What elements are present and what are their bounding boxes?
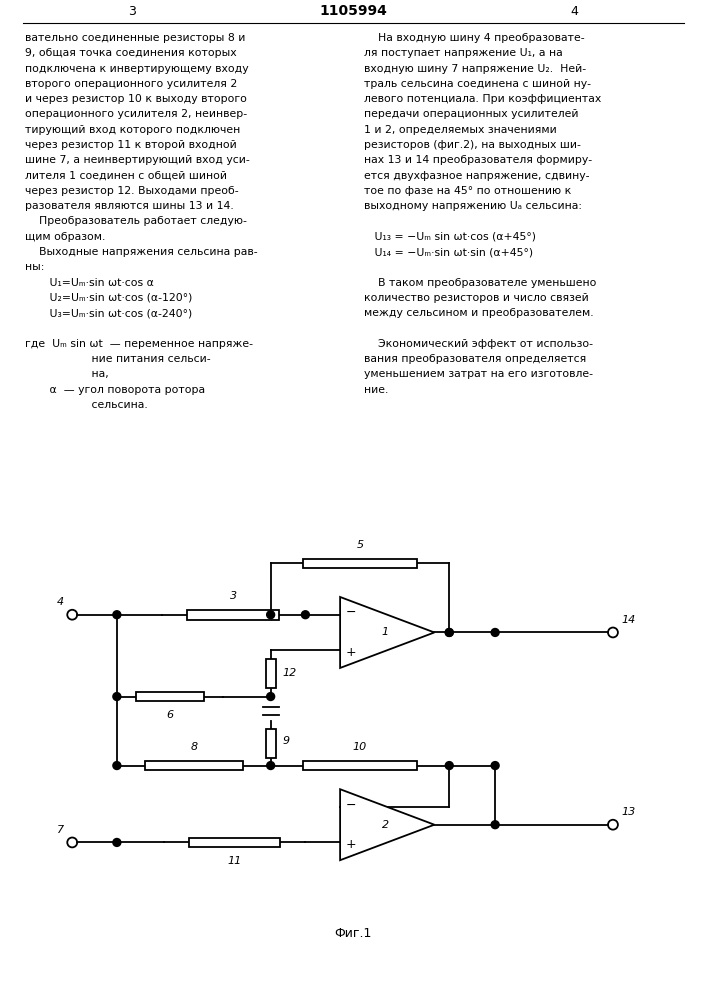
Text: второго операционного усилителя 2: второго операционного усилителя 2 bbox=[25, 79, 237, 89]
Text: U₁₄ = −Uₘ·sin ωt·sin (α+45°): U₁₄ = −Uₘ·sin ωt·sin (α+45°) bbox=[364, 247, 533, 257]
Text: вания преобразователя определяется: вания преобразователя определяется bbox=[364, 354, 586, 364]
Text: 4: 4 bbox=[571, 5, 578, 18]
Circle shape bbox=[267, 693, 274, 700]
Text: +: + bbox=[346, 646, 357, 659]
Text: траль сельсина соединена с шиной ну-: траль сельсина соединена с шиной ну- bbox=[364, 79, 591, 89]
Text: Экономический эффект от использо-: Экономический эффект от использо- bbox=[364, 339, 593, 349]
Circle shape bbox=[445, 629, 453, 636]
Text: 1 и 2, определяемых значениями: 1 и 2, определяемых значениями bbox=[364, 125, 556, 135]
Text: сельсина.: сельсина. bbox=[25, 400, 147, 410]
Circle shape bbox=[113, 611, 121, 619]
Text: 11: 11 bbox=[228, 856, 242, 866]
Circle shape bbox=[301, 611, 310, 619]
Text: где  Uₘ sin ωt  — переменное напряже-: где Uₘ sin ωt — переменное напряже- bbox=[25, 339, 252, 349]
Circle shape bbox=[267, 611, 274, 619]
Text: операционного усилителя 2, неинвер-: операционного усилителя 2, неинвер- bbox=[25, 109, 247, 119]
FancyBboxPatch shape bbox=[189, 838, 280, 847]
Text: подключена к инвертирующему входу: подключена к инвертирующему входу bbox=[25, 64, 248, 74]
Text: и через резистор 10 к выходу второго: и через резистор 10 к выходу второго bbox=[25, 94, 247, 104]
Text: α  — угол поворота ротора: α — угол поворота ротора bbox=[25, 385, 205, 395]
Text: Фиг.1: Фиг.1 bbox=[334, 927, 372, 940]
Circle shape bbox=[113, 839, 121, 846]
Text: ние питания сельси-: ние питания сельси- bbox=[25, 354, 210, 364]
Text: щим образом.: щим образом. bbox=[25, 232, 105, 242]
Text: 3: 3 bbox=[230, 591, 237, 601]
FancyBboxPatch shape bbox=[303, 761, 417, 770]
Text: разователя являются шины 13 и 14.: разователя являются шины 13 и 14. bbox=[25, 201, 233, 211]
Text: 7: 7 bbox=[57, 825, 64, 835]
Text: +: + bbox=[346, 838, 357, 851]
Text: лителя 1 соединен с общей шиной: лителя 1 соединен с общей шиной bbox=[25, 171, 227, 181]
Text: 9, общая точка соединения которых: 9, общая точка соединения которых bbox=[25, 48, 236, 58]
Text: через резистор 12. Выходами преоб-: через резистор 12. Выходами преоб- bbox=[25, 186, 238, 196]
FancyBboxPatch shape bbox=[136, 692, 204, 701]
Text: 8: 8 bbox=[190, 742, 197, 752]
Text: 1: 1 bbox=[382, 627, 389, 637]
Polygon shape bbox=[340, 789, 434, 860]
Text: 6: 6 bbox=[166, 710, 173, 720]
Text: 10: 10 bbox=[353, 742, 367, 752]
Circle shape bbox=[491, 762, 499, 769]
Text: 5: 5 bbox=[356, 540, 363, 550]
Text: ется двухфазное напряжение, сдвину-: ется двухфазное напряжение, сдвину- bbox=[364, 171, 590, 181]
Circle shape bbox=[491, 821, 499, 829]
Text: ны:: ны: bbox=[25, 262, 44, 272]
Text: тирующий вход которого подключен: тирующий вход которого подключен bbox=[25, 125, 240, 135]
Text: 14: 14 bbox=[622, 615, 636, 625]
Circle shape bbox=[113, 693, 121, 700]
FancyBboxPatch shape bbox=[266, 659, 276, 688]
Text: выходному напряжению Uₐ сельсина:: выходному напряжению Uₐ сельсина: bbox=[364, 201, 582, 211]
Text: 13: 13 bbox=[622, 807, 636, 817]
Text: через резистор 11 к второй входной: через резистор 11 к второй входной bbox=[25, 140, 236, 150]
Circle shape bbox=[445, 762, 453, 769]
Text: −: − bbox=[346, 798, 356, 811]
Text: Преобразователь работает следую-: Преобразователь работает следую- bbox=[25, 216, 247, 226]
Text: На входную шину 4 преобразовате-: На входную шину 4 преобразовате- bbox=[364, 33, 585, 43]
FancyBboxPatch shape bbox=[144, 761, 243, 770]
FancyBboxPatch shape bbox=[303, 559, 417, 568]
Text: 12: 12 bbox=[283, 668, 297, 678]
Text: количество резисторов и число связей: количество резисторов и число связей bbox=[364, 293, 589, 303]
Text: U₁=Uₘ·sin ωt·cos α: U₁=Uₘ·sin ωt·cos α bbox=[25, 278, 153, 288]
Circle shape bbox=[491, 629, 499, 636]
Text: 1105994: 1105994 bbox=[319, 4, 387, 18]
Text: шине 7, а неинвертирующий вход уси-: шине 7, а неинвертирующий вход уси- bbox=[25, 155, 250, 165]
Text: передачи операционных усилителей: передачи операционных усилителей bbox=[364, 109, 578, 119]
Text: U₁₃ = −Uₘ sin ωt·cos (α+45°): U₁₃ = −Uₘ sin ωt·cos (α+45°) bbox=[364, 232, 536, 242]
Text: В таком преобразователе уменьшено: В таком преобразователе уменьшено bbox=[364, 278, 596, 288]
Text: уменьшением затрат на его изготовле-: уменьшением затрат на его изготовле- bbox=[364, 369, 593, 379]
Text: 3: 3 bbox=[128, 5, 136, 18]
Text: нах 13 и 14 преобразователя формиру-: нах 13 и 14 преобразователя формиру- bbox=[364, 155, 592, 165]
Text: на,: на, bbox=[25, 369, 108, 379]
Text: тое по фазе на 45° по отношению к: тое по фазе на 45° по отношению к bbox=[364, 186, 571, 196]
Text: между сельсином и преобразователем.: между сельсином и преобразователем. bbox=[364, 308, 594, 318]
Text: 9: 9 bbox=[283, 736, 290, 746]
Text: резисторов (фиг.2), на выходных ши-: резисторов (фиг.2), на выходных ши- bbox=[364, 140, 580, 150]
Circle shape bbox=[267, 762, 274, 769]
Text: ля поступает напряжение U₁, а на: ля поступает напряжение U₁, а на bbox=[364, 48, 563, 58]
Text: U₃=Uₘ·sin ωt·cos (α-240°): U₃=Uₘ·sin ωt·cos (α-240°) bbox=[25, 308, 192, 318]
Text: U₂=Uₘ·sin ωt·cos (α-120°): U₂=Uₘ·sin ωt·cos (α-120°) bbox=[25, 293, 192, 303]
Circle shape bbox=[445, 629, 453, 636]
Text: вательно соединенные резисторы 8 и: вательно соединенные резисторы 8 и bbox=[25, 33, 245, 43]
FancyBboxPatch shape bbox=[266, 729, 276, 758]
Text: ние.: ние. bbox=[364, 385, 388, 395]
FancyBboxPatch shape bbox=[187, 610, 279, 620]
Text: Выходные напряжения сельсина рав-: Выходные напряжения сельсина рав- bbox=[25, 247, 257, 257]
Circle shape bbox=[113, 762, 121, 769]
Text: входную шину 7 напряжение U₂.  Ней-: входную шину 7 напряжение U₂. Ней- bbox=[364, 64, 586, 74]
Text: −: − bbox=[346, 606, 356, 619]
Text: левого потенциала. При коэффициентах: левого потенциала. При коэффициентах bbox=[364, 94, 601, 104]
Text: 4: 4 bbox=[57, 597, 64, 607]
Polygon shape bbox=[340, 597, 434, 668]
Text: 2: 2 bbox=[382, 820, 389, 830]
